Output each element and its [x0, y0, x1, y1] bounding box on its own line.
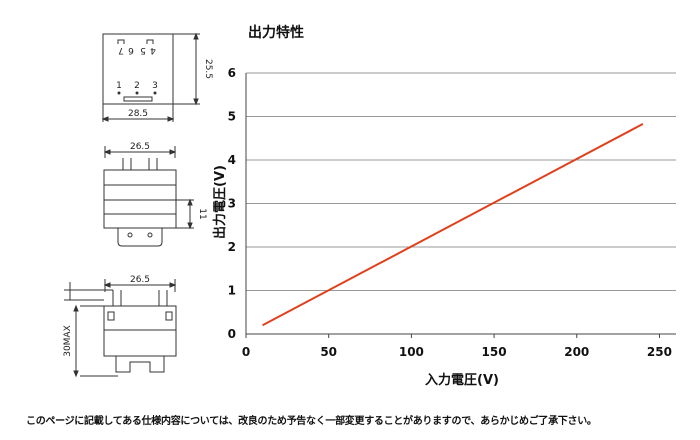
pin-label-3: 3 [152, 81, 158, 91]
x-tick-label: 100 [399, 345, 424, 359]
x-tick-label: 50 [320, 345, 337, 359]
top-view-outline [102, 33, 174, 105]
x-tick-label: 200 [564, 345, 589, 359]
x-tick-label: 250 [647, 345, 672, 359]
top-width-label: 28.5 [128, 109, 148, 119]
x-tick-label: 150 [482, 345, 507, 359]
chart-title: 出力特性 [248, 24, 304, 41]
y-tick-label: 6 [228, 66, 236, 80]
chart-series [262, 123, 644, 327]
front-width-label: 26.5 [130, 142, 150, 152]
side-width-label: 26.5 [130, 275, 150, 285]
y-tick-label: 0 [228, 327, 236, 341]
y-tick-label: 4 [228, 153, 236, 167]
output-characteristic-chart: 出力特性 0 1 2 3 4 5 6 0 50 100 150 200 250 入力電圧(V) 出力電圧… [212, 24, 676, 388]
y-tick-label: 3 [228, 197, 236, 211]
pin-label-2: 2 [134, 81, 140, 91]
x-axis-label: 入力電圧(V) [425, 372, 499, 388]
x-tick-label: 0 [242, 345, 250, 359]
y-tick-label: 1 [228, 284, 236, 298]
side-height-label: 30MAX [63, 325, 73, 357]
dimension-drawings: 7 6 5 4 1 2 3 28.5 25.5 26.5 11 26.5 30M… [63, 32, 213, 378]
chart-grid [245, 72, 676, 338]
pin-label-5: 5 [140, 45, 146, 55]
y-tick-label: 5 [228, 110, 236, 124]
y-axis-label: 出力電圧(V) [212, 165, 228, 239]
pin-label-6: 6 [128, 45, 134, 55]
disclaimer-footer: このページに記載してある仕様内容については、改良のため予告なく一部変更することが… [26, 416, 597, 427]
y-tick-label: 2 [228, 240, 236, 254]
pin-label-4: 4 [150, 45, 156, 55]
chart-ticks: 0 1 2 3 4 5 6 0 50 100 150 200 250 [228, 66, 672, 359]
series-line-0 [262, 123, 644, 327]
pin-label-1: 1 [116, 81, 122, 91]
top-height-label: 25.5 [203, 59, 213, 79]
pin-label-7: 7 [118, 45, 124, 55]
front-height-label: 11 [197, 208, 207, 219]
